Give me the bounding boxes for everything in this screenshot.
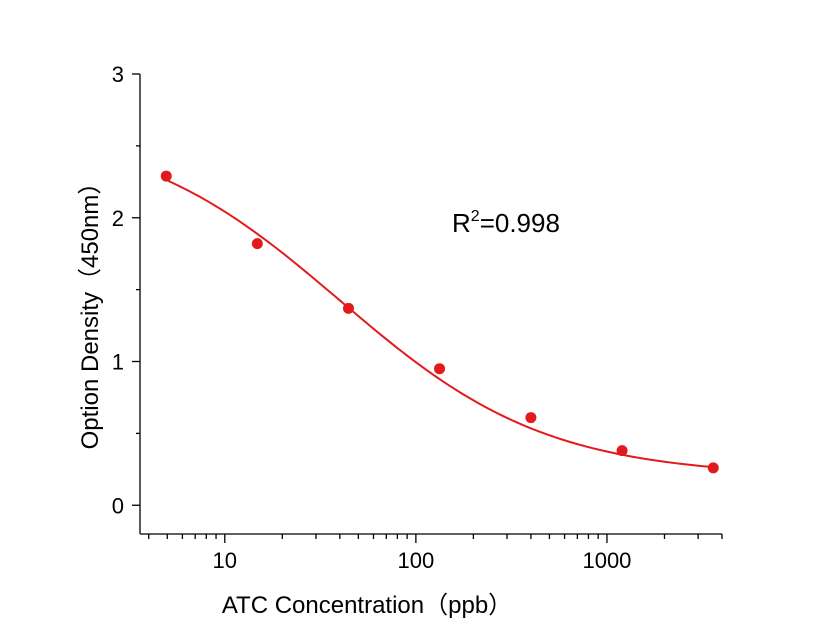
- data-point: [434, 363, 446, 375]
- r-squared-value: =0.998: [480, 208, 560, 238]
- data-point: [160, 170, 172, 182]
- data-point: [616, 445, 628, 457]
- y-tick-label: 1: [112, 350, 124, 375]
- y-tick-label: 0: [112, 493, 124, 518]
- y-tick-label: 2: [112, 206, 124, 231]
- data-point: [251, 238, 263, 250]
- y-ticks: 0 1 2 3: [112, 62, 140, 518]
- data-point: [525, 412, 537, 424]
- r-squared-annotation: R2=0.998: [452, 208, 560, 238]
- r-squared-superscript: 2: [471, 208, 480, 225]
- data-point: [707, 462, 719, 474]
- x-tick-label: 10: [213, 548, 237, 573]
- fit-curve: [165, 179, 714, 469]
- data-point: [342, 302, 354, 314]
- x-tick-label: 100: [398, 548, 435, 573]
- axes: [139, 74, 722, 535]
- x-axis-title: ATC Concentration（ppb）: [222, 592, 512, 619]
- data-points: [160, 170, 719, 474]
- y-tick-label: 3: [112, 62, 124, 87]
- x-ticks: 10 100 1000: [148, 534, 723, 573]
- y-axis-title: Option Density（450nm）: [77, 171, 104, 450]
- r-squared-prefix: R: [452, 208, 471, 238]
- x-tick-label: 1000: [582, 548, 631, 573]
